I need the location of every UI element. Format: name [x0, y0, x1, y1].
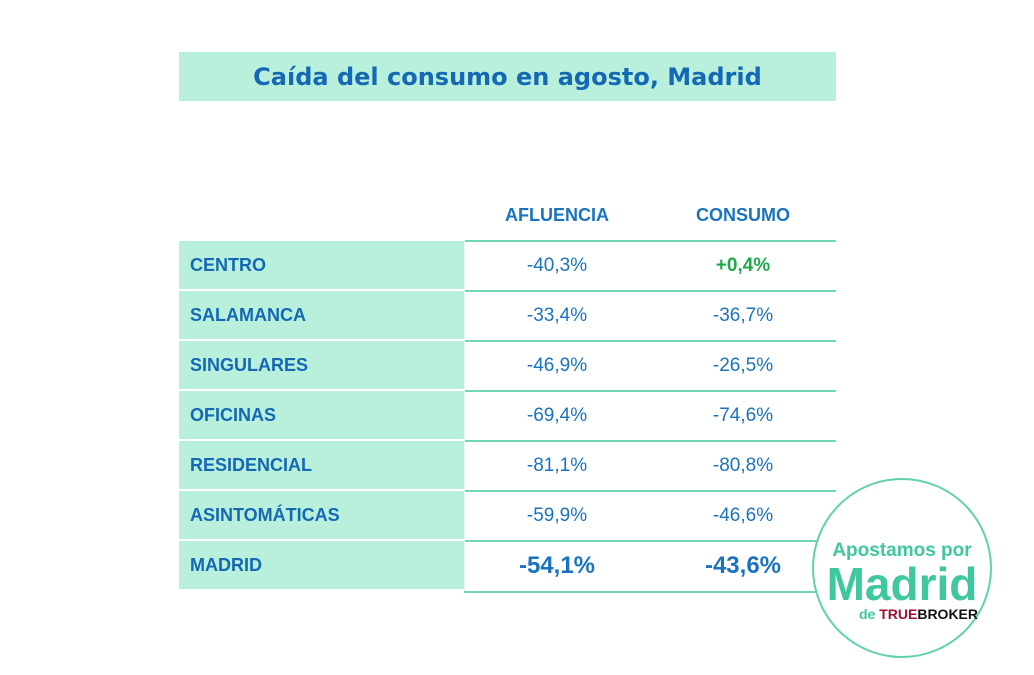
column-header-consumo: CONSUMO: [696, 204, 790, 225]
cell-value: -46,6%: [650, 490, 836, 539]
cell-value: -43,6%: [650, 540, 836, 589]
cell-value: -40,3%: [464, 240, 650, 289]
column-header-afluencia: AFLUENCIA: [505, 204, 609, 225]
table-row: ASINTOMÁTICAS -59,9% -46,6%: [179, 490, 836, 540]
cell-value: -80,8%: [650, 440, 836, 489]
table-row: SINGULARES -46,9% -26,5%: [179, 340, 836, 390]
row-label: CENTRO: [179, 240, 464, 289]
table-row: SALAMANCA -33,4% -36,7%: [179, 290, 836, 340]
cell-value: -69,4%: [464, 390, 650, 439]
row-label: RESIDENCIAL: [179, 440, 464, 489]
logo-line3: de TRUEBROKER: [814, 606, 990, 622]
cell-value: -81,1%: [464, 440, 650, 489]
column-divider: [464, 240, 465, 592]
row-label: OFICINAS: [179, 390, 464, 439]
cell-value: -46,9%: [464, 340, 650, 389]
cell-value: -59,9%: [464, 490, 650, 539]
apostamos-por-madrid-logo: Apostamos por Madrid de TRUEBROKER: [812, 478, 992, 658]
logo-line1: Apostamos por: [832, 540, 972, 561]
cell-value: -74,6%: [650, 390, 836, 439]
row-label: SALAMANCA: [179, 290, 464, 339]
cell-value: -26,5%: [650, 340, 836, 389]
logo-broker: BROKER: [917, 606, 978, 622]
table-row: MADRID -54,1% -43,6%: [179, 540, 836, 590]
table-row: CENTRO -40,3% +0,4%: [179, 240, 836, 290]
logo-line2: Madrid: [826, 558, 978, 610]
row-label: MADRID: [179, 540, 464, 589]
row-label: ASINTOMÁTICAS: [179, 490, 464, 539]
table-bottom-border: [464, 591, 836, 593]
table-row: RESIDENCIAL -81,1% -80,8%: [179, 440, 836, 490]
cell-value: -54,1%: [464, 540, 650, 589]
cell-value: +0,4%: [650, 240, 836, 289]
logo-de: de: [858, 606, 876, 622]
cell-value: -33,4%: [464, 290, 650, 339]
row-label: SINGULARES: [179, 340, 464, 389]
logo-true: TRUE: [879, 606, 918, 622]
table-row: OFICINAS -69,4% -74,6%: [179, 390, 836, 440]
table-title: Caída del consumo en agosto, Madrid: [179, 52, 836, 101]
cell-value: -36,7%: [650, 290, 836, 339]
